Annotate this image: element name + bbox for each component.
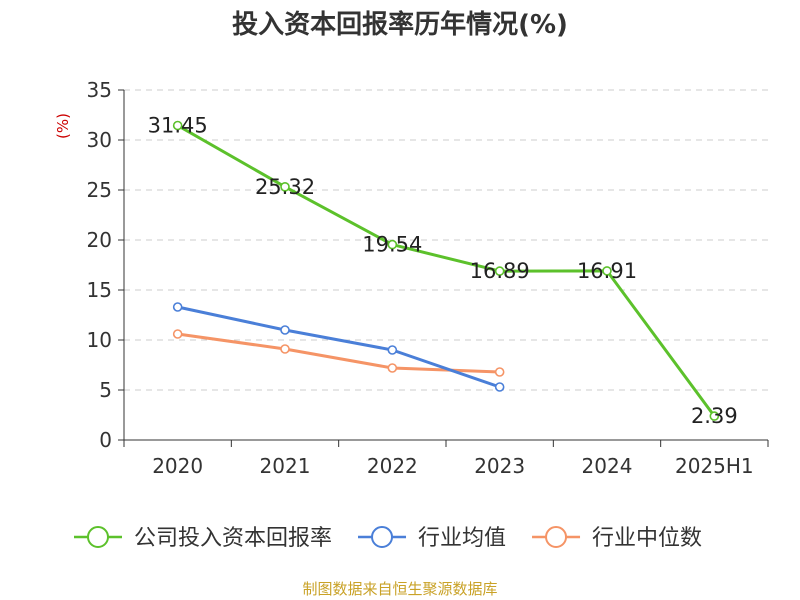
y-tick-label: 15: [87, 278, 112, 302]
legend-item: 公司投入资本回报率: [74, 526, 332, 551]
y-axis-label: (%): [54, 113, 72, 139]
legend-marker: [545, 526, 568, 548]
data-label: 19.54: [362, 233, 422, 257]
series: [172, 120, 720, 421]
grid-lines: [124, 89, 768, 391]
legend-label: 行业中位数: [592, 526, 702, 551]
x-tick-label: 2024: [582, 454, 633, 478]
data-label: 25.32: [255, 175, 315, 199]
data-label: 31.45: [148, 114, 208, 138]
series-line: [177, 305, 501, 389]
data-label: 16.91: [577, 259, 637, 283]
x-tick-label: 2021: [260, 454, 311, 478]
source-note: 制图数据来自恒生聚源数据库: [302, 580, 498, 598]
legend-label: 公司投入资本回报率: [134, 526, 332, 551]
data-point: [602, 266, 612, 276]
data-point: [494, 367, 505, 377]
x-tick-label: 2020: [152, 454, 203, 478]
data-point: [494, 266, 505, 276]
y-tick-label: 35: [87, 78, 112, 102]
series-line: [176, 124, 716, 417]
data-point: [172, 329, 183, 339]
y-tick-label: 30: [87, 128, 112, 152]
data-point: [280, 325, 290, 335]
data-point: [172, 120, 183, 131]
y-tick-label: 10: [87, 328, 112, 352]
y-tick-label: 0: [99, 428, 112, 452]
y-tick-label: 20: [87, 228, 112, 252]
data-point: [709, 411, 720, 421]
data-point: [387, 239, 398, 250]
data-point: [387, 345, 398, 355]
data-point: [494, 382, 505, 392]
legend-marker: [371, 526, 394, 548]
legend-item: 行业中位数: [532, 526, 702, 551]
y-tick-label: 25: [87, 178, 112, 202]
data-point: [280, 182, 290, 192]
y-tick-label: 5: [99, 378, 112, 402]
legend-item: 行业均值: [358, 526, 506, 551]
x-tick-label: 2023: [474, 454, 525, 478]
legend-marker: [87, 526, 109, 548]
data-label: 2.39: [691, 404, 738, 428]
chart-title: 投入资本回报率历年情况(%): [232, 10, 568, 40]
x-tick-label: 2025H1: [675, 454, 754, 478]
legend: 公司投入资本回报率 行业均值 行业中位数: [74, 526, 702, 551]
x-tick-label: 2022: [367, 454, 418, 478]
data-label: 16.89: [470, 259, 530, 283]
data-point: [387, 363, 398, 373]
data-labels: 31.45 25.32 19.54 16.89 16.91 2.39: [148, 114, 738, 429]
data-point: [172, 302, 183, 312]
legend-label: 行业均值: [418, 526, 506, 551]
data-point: [280, 344, 290, 354]
axes: 0 5 10 15 20 25 30 35 2020 2021 2022 2023 2024 2025H1: [87, 78, 769, 478]
